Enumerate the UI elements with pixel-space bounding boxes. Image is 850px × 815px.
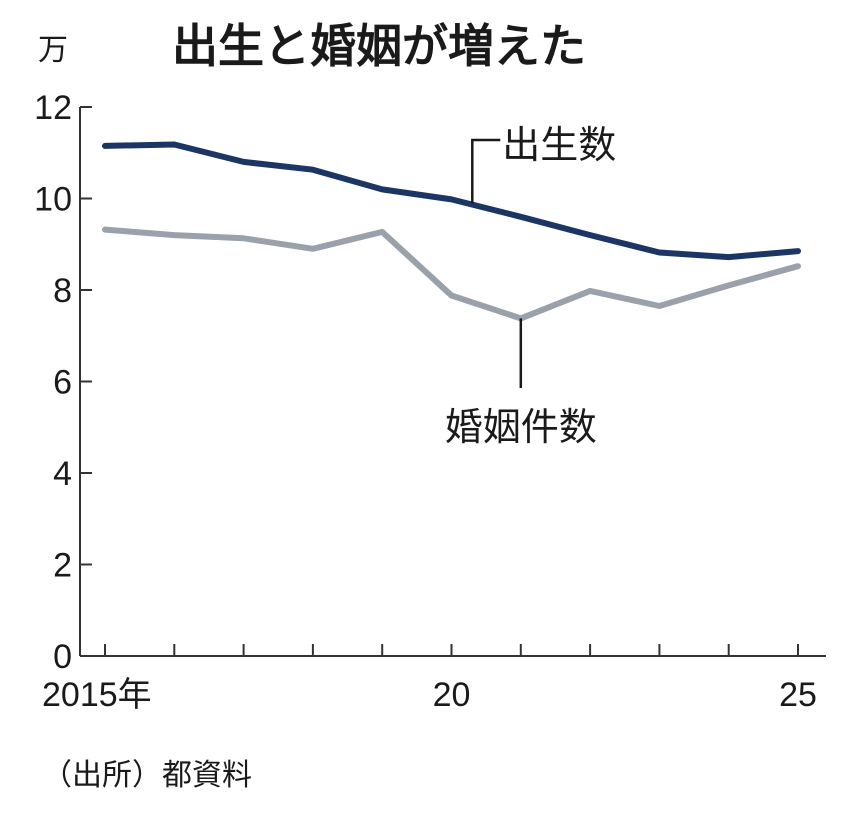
series-line-births [102, 141, 801, 261]
x-tick-label: 20 [433, 676, 471, 714]
y-tick-label: 0 [53, 638, 72, 676]
y-tick-label: 12 [34, 89, 72, 127]
y-unit-label: 万 [38, 33, 68, 68]
y-tick-label: 8 [53, 272, 72, 310]
series-lines [102, 141, 801, 322]
y-tick-label: 4 [53, 455, 72, 493]
chart-title: 出生と婚姻が増えた [172, 19, 586, 73]
x-axis: 2015年 20 25 [42, 644, 826, 714]
births-leader-line [471, 138, 501, 204]
series-label-births: 出生数 [502, 123, 616, 167]
y-tick-label: 6 [53, 364, 72, 402]
y-axis: 0 2 4 6 8 10 12 [34, 89, 92, 676]
series-label-marriages: 婚姻件数 [445, 405, 597, 449]
series-line-marriages [102, 226, 801, 322]
x-tick-label: 25 [779, 676, 817, 714]
x-tick-label: 2015年 [42, 676, 152, 714]
y-tick-label: 10 [34, 181, 72, 219]
y-tick-label: 2 [53, 547, 72, 585]
source-note: （出所）都資料 [42, 758, 252, 793]
